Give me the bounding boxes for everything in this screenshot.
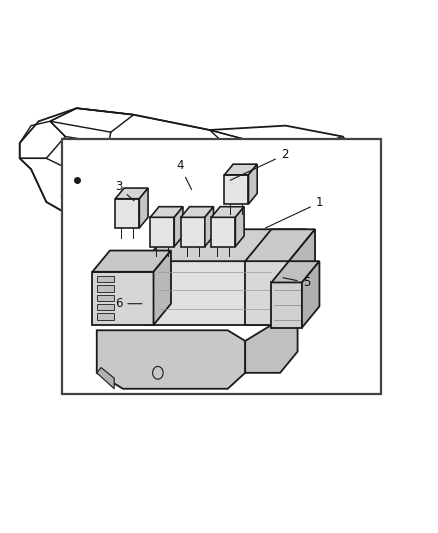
Polygon shape xyxy=(115,199,139,228)
Text: 2: 2 xyxy=(230,148,288,180)
Polygon shape xyxy=(224,164,257,175)
Polygon shape xyxy=(272,261,319,282)
Polygon shape xyxy=(280,229,306,325)
Polygon shape xyxy=(153,251,171,325)
Polygon shape xyxy=(97,330,245,389)
Polygon shape xyxy=(174,207,183,247)
Bar xyxy=(97,285,114,292)
Polygon shape xyxy=(302,261,319,328)
Polygon shape xyxy=(289,229,315,325)
Polygon shape xyxy=(145,261,280,325)
Polygon shape xyxy=(248,164,257,204)
Polygon shape xyxy=(205,207,214,247)
Polygon shape xyxy=(92,272,153,325)
Polygon shape xyxy=(92,251,171,272)
Bar xyxy=(97,304,114,310)
Polygon shape xyxy=(139,188,148,228)
Bar xyxy=(97,295,114,301)
Polygon shape xyxy=(181,207,214,217)
Polygon shape xyxy=(150,217,174,247)
Bar xyxy=(62,139,381,394)
Polygon shape xyxy=(272,282,302,328)
Polygon shape xyxy=(150,207,183,217)
Polygon shape xyxy=(224,175,248,204)
Polygon shape xyxy=(212,217,235,247)
Text: 6: 6 xyxy=(115,297,142,310)
Polygon shape xyxy=(235,207,244,247)
Polygon shape xyxy=(245,261,289,325)
Text: 1: 1 xyxy=(265,196,323,228)
Polygon shape xyxy=(245,320,297,373)
Polygon shape xyxy=(212,207,244,217)
Text: 3: 3 xyxy=(115,180,134,201)
Polygon shape xyxy=(181,217,205,247)
Bar xyxy=(97,276,114,282)
Polygon shape xyxy=(145,229,306,261)
Bar xyxy=(97,313,114,320)
Text: 4: 4 xyxy=(176,159,191,190)
Polygon shape xyxy=(97,368,114,389)
Polygon shape xyxy=(115,188,148,199)
Text: 5: 5 xyxy=(283,276,310,289)
Polygon shape xyxy=(245,229,315,261)
